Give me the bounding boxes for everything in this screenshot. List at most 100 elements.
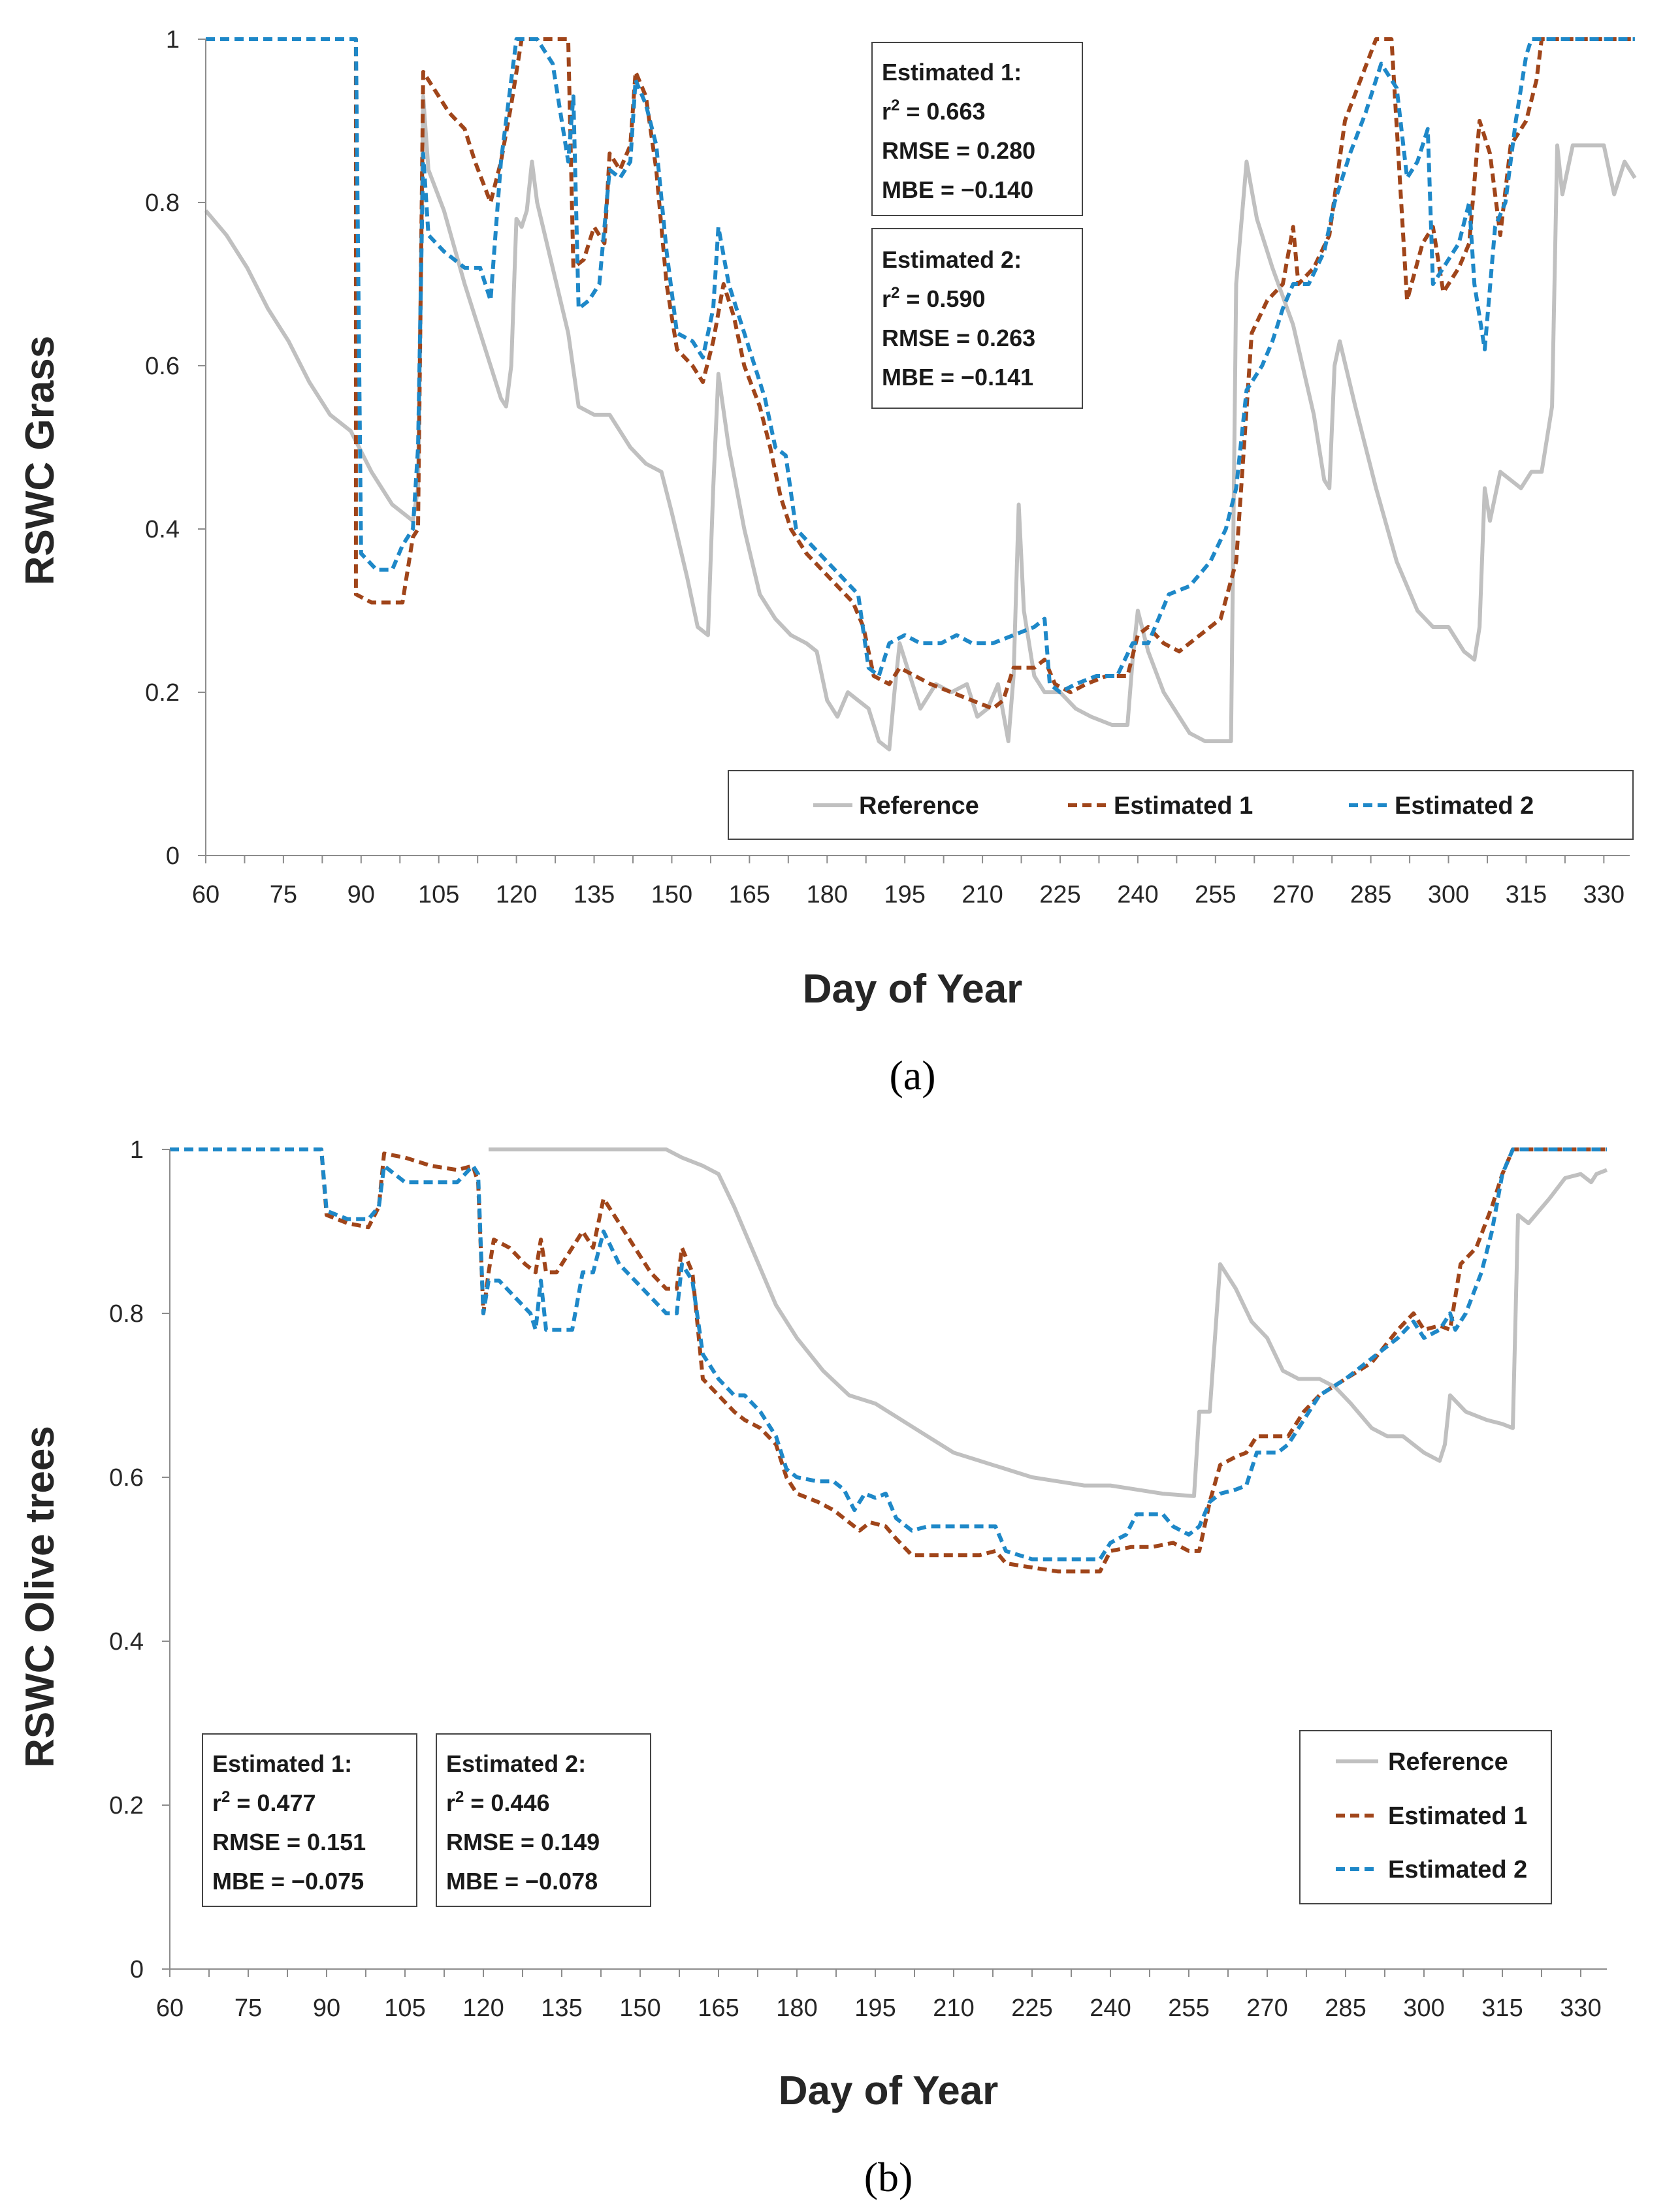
stats-box-b-estimated-2: Estimated 2: r2 = 0.446 RMSE = 0.149 MBE…	[436, 1733, 651, 1907]
x-tick-label: 165	[698, 1995, 739, 2022]
panel-label-b: (b)	[864, 2154, 913, 2200]
stats-title: Estimated 2:	[446, 1750, 586, 1777]
x-tick-label: 255	[1168, 1995, 1209, 2022]
stats-mbe: MBE = −0.078	[446, 1868, 598, 1895]
stats-title: Estimated 1:	[882, 59, 1022, 86]
x-tick-label: 225	[1011, 1995, 1052, 2022]
y-tick-label: 0	[166, 842, 180, 870]
x-tick-label: 210	[962, 881, 1003, 908]
legend-item-estimated-2: Estimated 2	[1336, 1856, 1527, 1883]
panel-label-a: (a)	[889, 1052, 935, 1098]
x-tick-label: 75	[270, 881, 297, 908]
stats-r2: r2 = 0.477	[212, 1788, 316, 1816]
x-tick-label: 105	[418, 881, 459, 908]
x-tick-label: 300	[1403, 1995, 1444, 2022]
x-tick-label: 240	[1117, 881, 1158, 908]
y-tick-label: 1	[166, 26, 180, 54]
y-tick-label: 0.8	[109, 1300, 144, 1328]
x-tick-label: 225	[1039, 881, 1080, 908]
x-tick-label: 120	[496, 881, 537, 908]
stats-mbe: MBE = −0.141	[882, 364, 1033, 391]
series-line-estimated-2	[206, 37, 1635, 694]
x-tick-label: 195	[884, 881, 925, 908]
y-tick-label: 0.8	[145, 189, 180, 217]
legend-a: Reference Estimated 1 Estimated 2	[728, 770, 1634, 840]
x-tick-label: 330	[1583, 881, 1625, 908]
y-axis-title-b: RSWC Olive trees	[18, 1426, 63, 1768]
x-tick-label: 210	[933, 1995, 974, 2022]
x-tick-label: 315	[1481, 1995, 1523, 2022]
x-axis-title-b: Day of Year	[779, 2068, 999, 2113]
x-tick-label: 330	[1560, 1995, 1601, 2022]
series-layer-b	[170, 1147, 1608, 1574]
y-tick-label: 0.6	[145, 353, 180, 380]
x-axis-title-a: Day of Year	[803, 967, 1023, 1012]
x-tick-label: 90	[348, 881, 375, 908]
x-tick-label: 105	[384, 1995, 425, 2022]
x-tick-label: 60	[156, 1995, 184, 2022]
stats-mbe: MBE = −0.140	[882, 176, 1033, 203]
x-tick-label: 90	[313, 1995, 340, 2022]
x-tick-label: 285	[1350, 881, 1391, 908]
svg-text:Estimated 1: Estimated 1	[1388, 1803, 1527, 1830]
x-tick-label: 180	[807, 881, 848, 908]
y-tick-label: 0.4	[145, 516, 180, 543]
x-tick-label: 120	[462, 1995, 504, 2022]
stats-rmse: RMSE = 0.280	[882, 137, 1035, 164]
x-tick-label: 300	[1428, 881, 1469, 908]
x-tick-label: 270	[1272, 881, 1314, 908]
y-tick-label: 0.2	[145, 679, 180, 707]
x-tick-label: 195	[854, 1995, 896, 2022]
stats-box-b-estimated-1: Estimated 1: r2 = 0.477 RMSE = 0.151 MBE…	[202, 1733, 417, 1907]
series-line-estimated-1	[170, 1147, 1607, 1574]
x-tick-label: 255	[1195, 881, 1236, 908]
x-tick-label: 135	[541, 1995, 582, 2022]
stats-rmse: RMSE = 0.151	[212, 1829, 366, 1855]
legend-item-estimated-1: Estimated 1	[1336, 1803, 1527, 1830]
series-line-estimated-1	[206, 37, 1635, 711]
x-tick-label: 75	[234, 1995, 262, 2022]
x-tick-label: 150	[619, 1995, 660, 2022]
svg-text:Estimated 2: Estimated 2	[1395, 792, 1534, 820]
stats-r2: r2 = 0.590	[882, 284, 986, 312]
y-tick-label: 0.4	[109, 1628, 144, 1656]
chart-panel-b: 0 0.2 0.4 0.6 0.8 1 60 75 90 105 120 135 150 165 180 19…	[18, 1136, 1608, 2200]
series-line-estimated-2	[170, 1147, 1607, 1562]
series-line-reference	[489, 1147, 1608, 1498]
legend-b: Reference Estimated 1 Estimated 2	[1299, 1730, 1552, 1904]
x-tick-label: 150	[651, 881, 692, 908]
y-tick-label: 1	[130, 1136, 144, 1164]
legend-item-estimated-1: Estimated 1	[1068, 792, 1253, 820]
stats-r2: r2 = 0.663	[882, 97, 986, 125]
x-tick-label: 165	[729, 881, 770, 908]
chart-panel-a: 0 0.2 0.4 0.6 0.8 1 60 75 90 105 120 135 150 165 180 19…	[18, 26, 1637, 1098]
stats-box-a-estimated-1: Estimated 1: r2 = 0.663 RMSE = 0.280 MBE…	[871, 42, 1083, 216]
x-tick-label: 285	[1325, 1995, 1366, 2022]
x-tick-label: 180	[776, 1995, 817, 2022]
x-tick-label: 315	[1506, 881, 1547, 908]
x-tick-label: 240	[1090, 1995, 1131, 2022]
svg-text:Reference: Reference	[1388, 1748, 1508, 1776]
x-tick-label: 60	[192, 881, 219, 908]
x-tick-label: 270	[1246, 1995, 1287, 2022]
svg-text:Estimated 2: Estimated 2	[1388, 1856, 1527, 1883]
legend-item-reference: Reference	[1336, 1748, 1508, 1776]
stats-rmse: RMSE = 0.149	[446, 1829, 600, 1855]
y-tick-label: 0.2	[109, 1792, 144, 1819]
legend-item-reference: Reference	[813, 792, 979, 820]
svg-text:Reference: Reference	[859, 792, 979, 820]
series-line-reference	[204, 94, 1637, 752]
legend-item-estimated-2: Estimated 2	[1349, 792, 1534, 820]
stats-box-a-estimated-2: Estimated 2: r2 = 0.590 RMSE = 0.263 MBE…	[871, 228, 1083, 409]
stats-rmse: RMSE = 0.263	[882, 325, 1035, 351]
svg-text:Estimated 1: Estimated 1	[1114, 792, 1253, 820]
stats-title: Estimated 2:	[882, 246, 1022, 273]
series-layer-a	[204, 37, 1637, 752]
x-tick-label: 135	[574, 881, 615, 908]
stats-r2: r2 = 0.446	[446, 1788, 550, 1816]
y-tick-label: 0.6	[109, 1464, 144, 1492]
stats-mbe: MBE = −0.075	[212, 1868, 364, 1895]
stats-title: Estimated 1:	[212, 1750, 352, 1777]
y-axis-title-a: RSWC Grass	[18, 336, 63, 585]
